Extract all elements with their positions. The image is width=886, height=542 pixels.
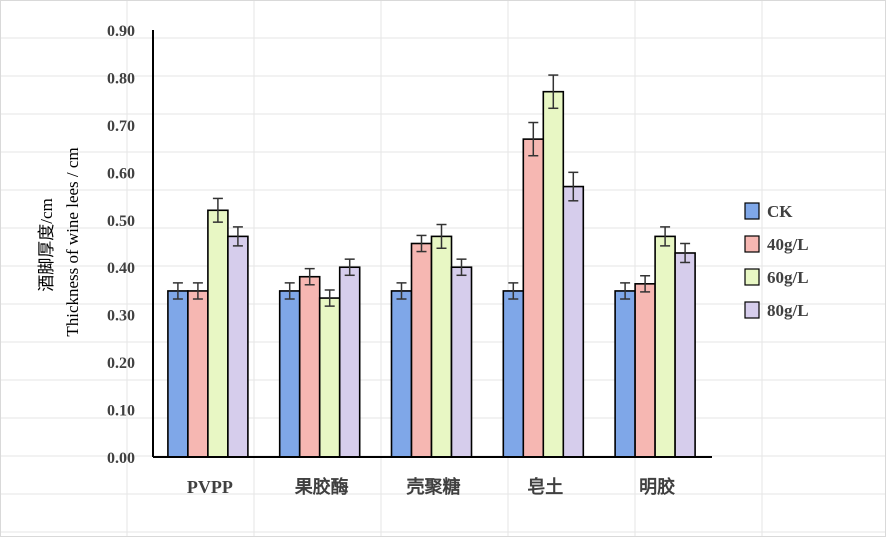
y-tick-label: 0.30 xyxy=(107,308,135,325)
bar-80gl xyxy=(227,235,249,458)
x-category-label: 壳聚糖 xyxy=(406,476,461,497)
legend-swatch xyxy=(744,235,760,253)
x-category-label: 皂土 xyxy=(527,476,563,497)
bar-80gl xyxy=(450,266,473,458)
legend-label: 80g/L xyxy=(767,301,809,320)
legend-swatch xyxy=(744,202,760,220)
bar-40gl xyxy=(522,138,545,458)
x-category-label: 果胶酶 xyxy=(294,476,349,497)
bar-60gl xyxy=(654,235,676,458)
bar-ck xyxy=(390,290,413,458)
y-tick-label: 0.10 xyxy=(107,403,135,420)
bar-40gl xyxy=(298,275,321,458)
legend-label: CK xyxy=(767,202,793,221)
y-axis-label-cn: 酒脚厚度/cm xyxy=(37,198,56,292)
y-tick-label: 0.60 xyxy=(107,165,135,182)
x-category-label: 明胶 xyxy=(639,476,675,497)
bar-80gl xyxy=(562,185,585,458)
legend-label: 40g/L xyxy=(767,235,809,254)
legend-swatch xyxy=(744,268,760,286)
legend: CK 40g/L 60g/L 80g/L xyxy=(744,202,809,320)
bar-80gl xyxy=(338,266,361,458)
legend-label: 60g/L xyxy=(767,268,809,287)
bar-40gl xyxy=(187,290,209,458)
bar-80gl xyxy=(674,252,696,458)
y-tick-label: 0.80 xyxy=(107,70,135,87)
bar-60gl xyxy=(318,297,341,458)
bar-ck xyxy=(278,290,301,458)
y-tick-label: 0.90 xyxy=(107,23,135,40)
bar-60gl xyxy=(430,235,453,458)
x-category-label: PVPP xyxy=(187,477,233,497)
y-axis-label-en: Thickness of wine lees / cm xyxy=(63,147,82,336)
y-tick-label: 0.40 xyxy=(107,260,135,277)
bar-60gl xyxy=(207,209,229,458)
y-tick-label: 0.00 xyxy=(107,450,135,467)
bar-60gl xyxy=(542,90,565,458)
y-axis: 0.00 0.10 0.20 0.30 0.40 0.50 0.60 0.70 0.80 0.90 xyxy=(107,23,154,467)
bars-group xyxy=(167,74,696,458)
bar-ck xyxy=(502,290,525,458)
bar-40gl xyxy=(410,242,433,458)
legend-swatch xyxy=(744,301,760,319)
y-tick-label: 0.50 xyxy=(107,213,135,230)
y-tick-label: 0.70 xyxy=(107,118,135,135)
bar-ck xyxy=(614,290,636,458)
x-axis: PVPP 果胶酶 壳聚糖 皂土 明胶 xyxy=(153,456,712,497)
bar-40gl xyxy=(634,283,656,458)
bar-ck xyxy=(167,290,189,458)
y-tick-label: 0.20 xyxy=(107,355,135,372)
